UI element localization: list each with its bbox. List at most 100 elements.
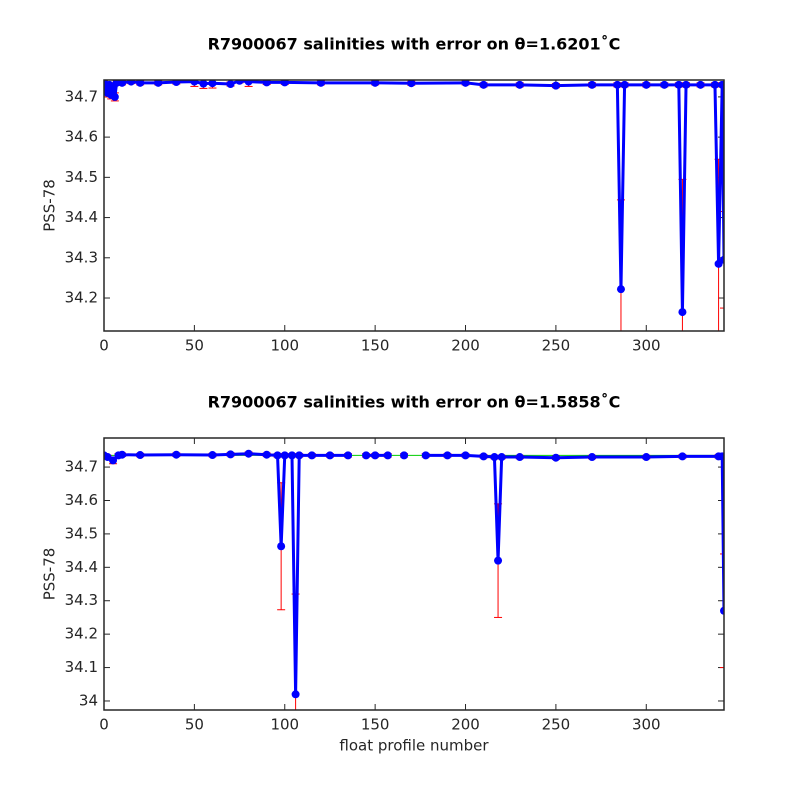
data-point [136,80,145,87]
plot-content [104,80,724,331]
data-point [262,450,271,459]
axes-box [103,79,725,332]
data-point [127,80,136,86]
data-point [110,92,119,101]
data-point [273,451,282,460]
data-point [678,308,687,317]
y-tick-label: 34.6 [65,491,98,509]
data-point [291,690,300,699]
y-tick-label: 34.1 [65,658,98,676]
data-point [497,453,506,462]
y-tick-label: 34.5 [65,524,98,542]
data-point [316,80,325,87]
data-point [588,453,597,462]
x-tick-label: 150 [361,337,390,355]
data-point [280,451,289,460]
data-point [720,606,724,615]
data-point [682,80,691,89]
subplot: R7900067 salinities with error on θ=1.62… [41,35,725,355]
data-point [515,80,524,89]
data-point [421,451,430,460]
data-point [307,451,316,460]
y-tick-label: 34 [79,691,98,709]
title: R7900067 salinities with error on θ=1.62… [208,35,621,54]
x-tick-label: 200 [451,716,480,734]
y-tick-label: 34.5 [65,168,98,186]
data-point [642,80,651,89]
data-point [226,80,235,89]
data-point [280,80,289,87]
error-bar [720,553,724,669]
data-point [262,80,271,87]
x-tick-label: 200 [451,337,480,355]
data-point [199,80,208,88]
data-point [490,453,499,462]
data-point [710,80,719,89]
data-point [244,80,253,86]
data-point [613,80,622,89]
plot-area [104,438,724,710]
data-point [208,451,217,460]
y-tick-label: 34.3 [65,591,98,609]
y-tick-label: 34.7 [65,458,98,476]
y-tick-label: 34.6 [65,128,98,146]
data-point [371,451,380,460]
data-point [371,80,380,87]
data-point [674,80,683,89]
x-axis-label: float profile number [339,737,489,755]
data-point [479,452,488,461]
title: R7900067 salinities with error on θ=1.58… [208,393,621,412]
data-point [344,451,353,460]
x-tick-label: 150 [361,716,390,734]
data-point [109,456,118,465]
data-point [136,451,145,460]
data-point [718,452,724,461]
x-tick-label: 300 [632,337,661,355]
data-point [678,452,687,461]
data-point [696,80,705,89]
data-point [660,80,669,89]
x-tick-label: 0 [99,337,109,355]
data-point [172,450,181,459]
axes-box [103,437,725,711]
y-axis-label: PSS-78 [41,548,59,601]
data-point [118,80,127,87]
data-point [479,80,488,89]
x-tick-label: 100 [270,337,299,355]
y-tick-label: 34.2 [65,625,98,643]
data-point [287,451,296,460]
x-tick-label: 0 [99,716,109,734]
data-point [109,84,118,93]
data-point [362,451,371,460]
x-tick-label: 300 [632,716,661,734]
x-tick-label: 250 [542,716,571,734]
subplot: R7900067 salinities with error on θ=1.58… [41,393,725,755]
data-point [277,542,286,551]
data-point [208,80,217,88]
data-point [172,80,181,87]
data-point [118,450,127,459]
plot-area [104,80,724,331]
data-point [235,80,244,85]
data-point [325,451,334,460]
y-tick-label: 34.7 [65,87,98,105]
data-point [154,80,163,87]
data-point [295,451,304,460]
error-bar [720,211,724,309]
data-point [190,80,199,86]
data-point [494,556,503,565]
data-point [461,451,470,460]
data-point [226,450,235,459]
data-point [400,451,409,460]
plot-content [104,449,724,710]
data-point [407,80,416,88]
data-point [551,453,560,462]
y-axis-label: PSS-78 [41,179,59,232]
data-point [383,451,392,460]
x-tick-label: 100 [270,716,299,734]
data-point [720,255,724,264]
data-point [443,451,452,460]
data-point [642,453,651,462]
data-point [551,81,560,90]
